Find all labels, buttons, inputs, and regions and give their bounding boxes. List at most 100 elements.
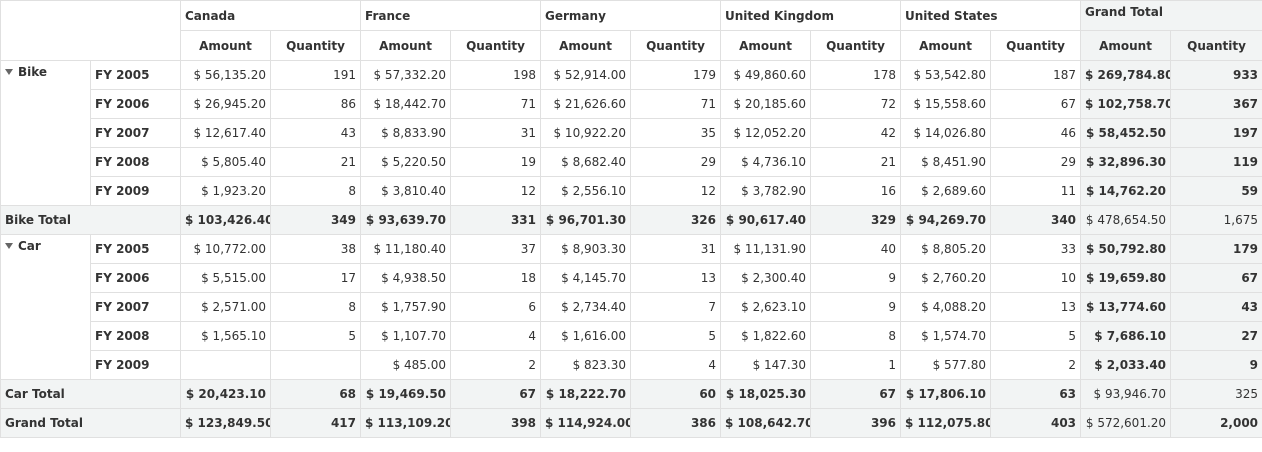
measure-header-amount[interactable]: Amount (360, 30, 452, 61)
cell-quantity: 63 (990, 379, 1082, 409)
column-header-france[interactable]: France (360, 0, 542, 31)
measure-header-amount[interactable]: Amount (900, 30, 992, 61)
measure-header-quantity[interactable]: Quantity (269, 30, 362, 61)
cell-amount: $ 57,332.20 (360, 60, 452, 90)
row-header-year: FY 2005 (90, 60, 181, 90)
subtotal-label: Bike Total (0, 205, 181, 235)
measure-header-row: Amount Quantity Amount Quantity Amount Q… (1, 30, 1262, 61)
row-header-year: FY 2008 (90, 147, 181, 177)
cell-amount: $ 5,220.50 (360, 147, 452, 177)
cell-amount: $ 11,180.40 (360, 234, 452, 264)
cell-amount: $ 8,682.40 (540, 147, 632, 177)
cell-quantity: 398 (450, 408, 542, 438)
cell-quantity: 329 (810, 205, 902, 235)
cell-amount: $ 94,269.70 (900, 205, 992, 235)
cell-amount: $ 10,922.20 (540, 118, 632, 148)
cell-amount: $ 18,025.30 (720, 379, 812, 409)
measure-header-amount[interactable]: Amount (1080, 30, 1172, 61)
cell-grand-total-quantity: 9 (1170, 350, 1262, 380)
column-header-canada[interactable]: Canada (179, 0, 362, 31)
cell-amount: $ 2,689.60 (900, 176, 992, 206)
measure-header-quantity[interactable]: Quantity (450, 30, 542, 61)
cell-quantity: 198 (450, 60, 542, 90)
cell-grand-total-amount: $ 102,758.70 (1080, 89, 1172, 119)
column-header-united-states[interactable]: United States (900, 0, 1082, 31)
cell-amount: $ 103,426.40 (180, 205, 271, 235)
cell-quantity: 21 (269, 147, 362, 177)
cell-grand-total-quantity: 367 (1170, 89, 1262, 119)
row-header-year: FY 2007 (90, 292, 181, 322)
cell-quantity: 60 (630, 379, 722, 409)
measure-header-quantity[interactable]: Quantity (810, 30, 902, 61)
cell-amount: $ 20,185.60 (720, 89, 812, 119)
measure-header-quantity[interactable]: Quantity (1170, 30, 1262, 61)
cell-quantity: 417 (269, 408, 362, 438)
measure-header-quantity[interactable]: Quantity (990, 30, 1082, 61)
cell-quantity: 13 (630, 263, 722, 293)
cell-amount: $ 112,075.80 (900, 408, 992, 438)
table-row: Car FY 2005 $ 10,772.00 38 $ 11,180.40 37 $ 8,… (0, 234, 1262, 380)
cell-amount: $ 1,757.90 (360, 292, 452, 322)
cell-amount: $ 20,423.10 (180, 379, 271, 409)
cell-grand-total-quantity: 67 (1170, 263, 1262, 293)
cell-quantity: 403 (990, 408, 1082, 438)
row-header-year: FY 2005 (90, 234, 181, 264)
cell-amount: $ 8,833.90 (360, 118, 452, 148)
cell-quantity: 340 (990, 205, 1082, 235)
cell-quantity: 8 (269, 292, 362, 322)
cell-amount: $ 21,626.60 (540, 89, 632, 119)
cell-quantity: 11 (990, 176, 1082, 206)
cell-grand-total-amount: $ 50,792.80 (1080, 234, 1172, 264)
cell-amount: $ 49,860.60 (720, 60, 812, 90)
cell-quantity: 326 (630, 205, 722, 235)
measure-header-amount[interactable]: Amount (180, 30, 271, 61)
cell-quantity: 72 (810, 89, 902, 119)
cell-quantity: 16 (810, 176, 902, 206)
collapse-triangle-icon[interactable] (5, 68, 13, 75)
table-row: FY 2007 $ 2,571.00 8 $ 1,757.90 6 $ 2,734.40 7… (1, 292, 1262, 322)
cell-amount: $ 2,623.10 (720, 292, 812, 322)
cell-amount: $ 1,574.70 (900, 321, 992, 351)
cell-quantity: 29 (990, 147, 1082, 177)
table-row: FY 2008 $ 5,805.40 21 $ 5,220.50 19 $ 8,682.4… (1, 147, 1262, 177)
row-group-header[interactable]: Car (0, 234, 91, 380)
cell-quantity: 12 (630, 176, 722, 206)
cell-amount: $ 15,558.60 (900, 89, 992, 119)
cell-quantity: 18 (450, 263, 542, 293)
cell-quantity: 9 (810, 263, 902, 293)
cell-quantity: 5 (630, 321, 722, 351)
row-group-label: Car (18, 239, 41, 253)
table-row: FY 2006 $ 5,515.00 17 $ 4,938.50 18 $ 4,145.7… (1, 263, 1262, 293)
column-header-grand-total[interactable]: Grand Total (1080, 0, 1262, 31)
cell-grand-total-amount: $ 478,654.50 (1080, 205, 1172, 235)
cell-amount: $ 3,782.90 (720, 176, 812, 206)
cell-quantity: 19 (450, 147, 542, 177)
collapse-triangle-icon[interactable] (5, 242, 13, 249)
cell-grand-total-quantity: 197 (1170, 118, 1262, 148)
row-header-year: FY 2007 (90, 118, 181, 148)
measure-header-amount[interactable]: Amount (540, 30, 632, 61)
table-row: FY 2009 $ 485.00 2 $ 823.30 4 $ 147.30 1 $ 577.… (1, 350, 1262, 380)
subtotal-label: Car Total (0, 379, 181, 409)
cell-grand-total-amount: $ 93,946.70 (1080, 379, 1172, 409)
cell-quantity: 386 (630, 408, 722, 438)
cell-amount: $ 114,924.00 (540, 408, 632, 438)
cell-quantity: 191 (269, 60, 362, 90)
row-group-label: Bike (18, 65, 48, 79)
cell-amount: $ 19,469.50 (360, 379, 452, 409)
cell-grand-total-quantity: 1,675 (1170, 205, 1262, 235)
cell-grand-total-quantity: 179 (1170, 234, 1262, 264)
cell-quantity: 31 (630, 234, 722, 264)
measure-header-amount[interactable]: Amount (720, 30, 812, 61)
cell-amount: $ 4,088.20 (900, 292, 992, 322)
cell-amount: $ 11,131.90 (720, 234, 812, 264)
cell-amount: $ 14,026.80 (900, 118, 992, 148)
cell-grand-total-quantity: 119 (1170, 147, 1262, 177)
column-header-united-kingdom[interactable]: United Kingdom (720, 0, 902, 31)
row-group-header[interactable]: Bike (0, 60, 91, 206)
cell-quantity: 10 (990, 263, 1082, 293)
cell-amount: $ 5,805.40 (180, 147, 271, 177)
cell-quantity: 8 (269, 176, 362, 206)
column-header-germany[interactable]: Germany (540, 0, 722, 31)
measure-header-quantity[interactable]: Quantity (630, 30, 722, 61)
